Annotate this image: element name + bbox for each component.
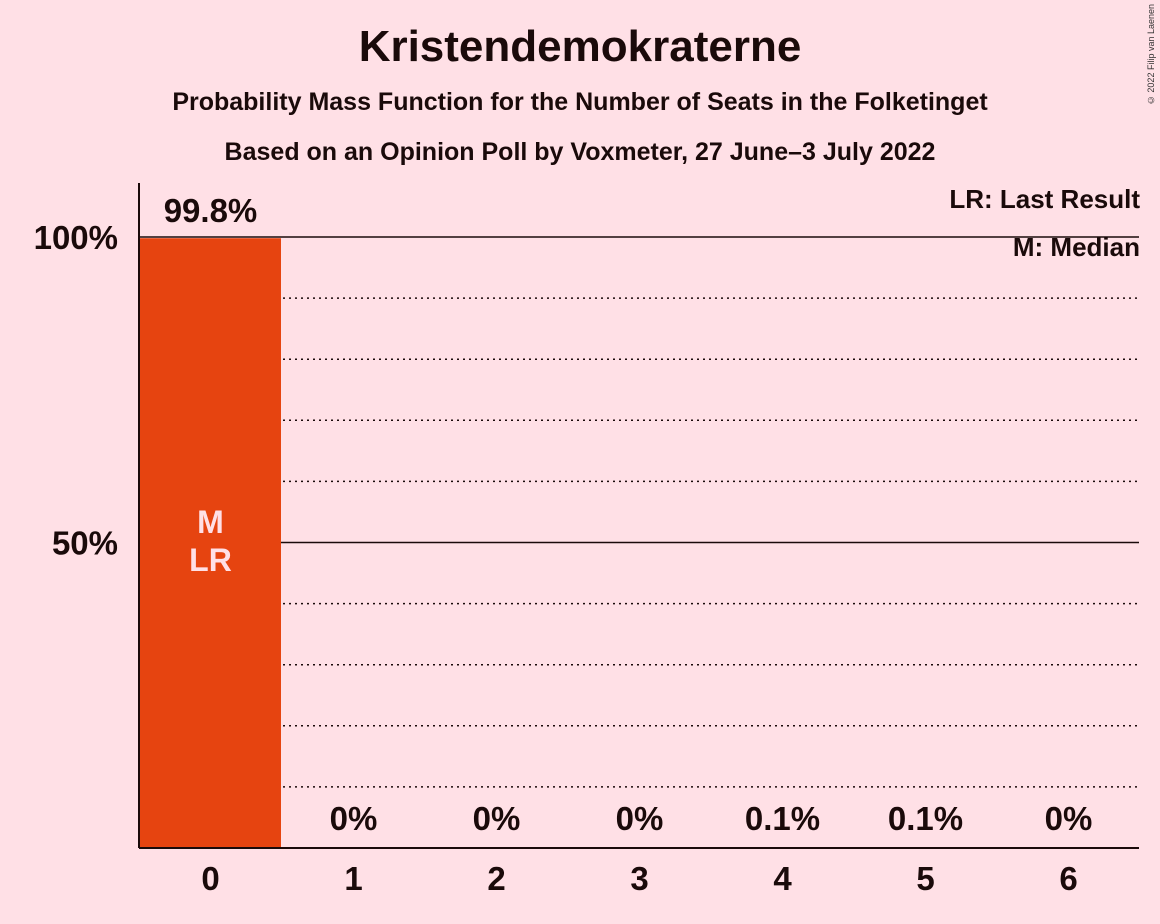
bar-value-label: 0% — [1045, 800, 1093, 837]
chart-subtitle-source: Based on an Opinion Poll by Voxmeter, 27… — [224, 138, 936, 166]
x-tick-label: 2 — [487, 860, 505, 897]
x-tick-label: 3 — [630, 860, 648, 897]
bar-annotation: M — [197, 504, 224, 540]
bar-value-label: 0% — [616, 800, 664, 837]
legend-last-result: LR: Last Result — [949, 184, 1140, 214]
bar-annotation: LR — [189, 542, 232, 578]
bar-value-label: 0.1% — [888, 800, 963, 837]
bar-value-label: 0.1% — [745, 800, 820, 837]
bar-value-label: 99.8% — [164, 192, 258, 229]
legend-median: M: Median — [1012, 232, 1140, 262]
bar-value-label: 0% — [473, 800, 521, 837]
y-tick-label: 100% — [34, 219, 118, 256]
chart-subtitle: Probability Mass Function for the Number… — [172, 88, 988, 116]
x-tick-label: 6 — [1059, 860, 1077, 897]
x-tick-label: 0 — [201, 860, 219, 897]
chart-title: Kristendemokraterne — [358, 22, 802, 71]
bar — [140, 238, 281, 849]
y-tick-label: 50% — [52, 525, 118, 562]
x-tick-label: 1 — [344, 860, 362, 897]
x-tick-label: 5 — [916, 860, 934, 897]
x-tick-label: 4 — [773, 860, 792, 897]
bar-value-label: 0% — [330, 800, 378, 837]
